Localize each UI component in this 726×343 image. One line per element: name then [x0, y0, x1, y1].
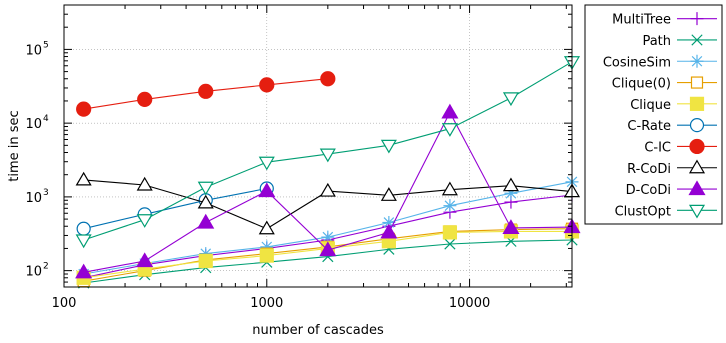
series-c-rate: [76, 181, 274, 236]
legend-swatch-marker: [689, 118, 705, 133]
data-point: [136, 214, 153, 228]
data-point: [319, 148, 336, 163]
legend-swatch-marker: [688, 180, 706, 196]
data-point: [258, 156, 275, 171]
legend-item: C-IC: [644, 138, 717, 155]
legend-swatch-marker: [690, 12, 704, 26]
data-point: [199, 247, 213, 261]
data-point: [197, 181, 214, 196]
legend-label: R-CoDi: [627, 162, 671, 177]
series-line: [83, 187, 267, 230]
data-point: [380, 187, 397, 201]
y-tick-exponent: 4: [43, 114, 49, 124]
data-point: [319, 182, 336, 197]
data-point: [197, 194, 214, 209]
data-point: [260, 240, 274, 254]
data-point: [441, 181, 458, 196]
data-point: [75, 263, 93, 279]
legend-label: C-IC: [644, 140, 671, 155]
data-point: [258, 182, 276, 198]
y-tick-label: 10: [25, 191, 42, 206]
legend-item: CosineSim: [603, 54, 717, 70]
data-point: [502, 177, 520, 192]
y-tick-label: 10: [25, 43, 42, 58]
legend-label: Clique: [630, 98, 671, 113]
x-tick-label: 1000: [250, 296, 283, 311]
data-point: [75, 234, 92, 249]
y-tick-label: 10: [25, 117, 42, 132]
legend-item: MultiTree: [612, 12, 717, 28]
data-point: [198, 83, 214, 99]
plot-frame: [63, 4, 573, 288]
data-point: [502, 219, 520, 234]
x-tick-label: 10000: [449, 296, 490, 311]
grid: [63, 5, 572, 287]
data-point: [319, 241, 337, 257]
y-tick-exponent: 3: [43, 188, 49, 198]
y-tick-label: 10: [25, 265, 42, 280]
data-point: [380, 139, 397, 154]
legend-swatch-marker: [688, 159, 706, 174]
legend-swatch-marker: [690, 54, 704, 68]
data-point: [441, 123, 458, 137]
data-point: [259, 248, 274, 263]
data-point: [75, 171, 92, 186]
legend-swatch-marker: [690, 76, 704, 89]
y-tick-base: 10: [25, 43, 42, 58]
legend-swatch-marker: [688, 204, 706, 219]
data-point: [382, 215, 396, 229]
series-clustopt: [75, 56, 581, 249]
data-point: [442, 225, 458, 240]
x-tick-label: 100: [52, 296, 77, 311]
legend-item: Clique(0): [612, 76, 717, 92]
x-axis-label: number of cascades: [252, 323, 384, 338]
legend-label: C-Rate: [627, 119, 671, 134]
legend-item: Path: [642, 34, 717, 49]
data-point: [444, 238, 456, 250]
y-tick-base: 10: [25, 117, 42, 132]
data-point: [198, 253, 213, 269]
data-point: [76, 101, 92, 117]
series-c-ic: [76, 71, 336, 117]
legend-label: Path: [642, 34, 671, 49]
data-point: [441, 103, 459, 119]
data-point: [136, 176, 153, 191]
legend-swatch-marker: [689, 96, 705, 111]
data-point: [259, 77, 275, 93]
y-tick-exponent: 5: [43, 40, 49, 50]
data-point: [321, 230, 335, 244]
data-point: [137, 91, 153, 107]
data-point: [502, 92, 520, 107]
legend-item: R-CoDi: [627, 159, 717, 177]
y-tick-base: 10: [25, 191, 42, 206]
data-point: [76, 221, 91, 236]
y-tick-base: 10: [25, 265, 42, 280]
legend-label: Clique(0): [612, 77, 671, 92]
y-tick-exponent: 2: [43, 262, 49, 272]
data-point: [380, 223, 398, 239]
data-point: [197, 213, 215, 229]
data-point: [136, 252, 154, 268]
y-axis-label: time in sec: [7, 110, 22, 181]
legend-item: C-Rate: [627, 118, 717, 134]
series-d-codi: [75, 103, 581, 279]
data-point: [504, 186, 518, 200]
legend: MultiTree Path CosineSim Clique(0) Clique C-R…: [584, 4, 723, 225]
legend-label: ClustOpt: [615, 204, 671, 219]
data-point: [258, 220, 275, 235]
legend-item: D-CoDi: [626, 180, 717, 198]
data-point: [443, 199, 457, 213]
legend-label: D-CoDi: [626, 183, 671, 198]
series-layer: [75, 56, 581, 289]
legend-swatch-marker: [689, 138, 705, 155]
legend-label: MultiTree: [612, 13, 671, 28]
legend-item: Clique: [630, 96, 717, 113]
legend-swatch-marker: [691, 34, 703, 46]
data-point: [320, 71, 336, 87]
legend-item: ClustOpt: [615, 204, 717, 219]
legend-label: CosineSim: [603, 55, 671, 70]
